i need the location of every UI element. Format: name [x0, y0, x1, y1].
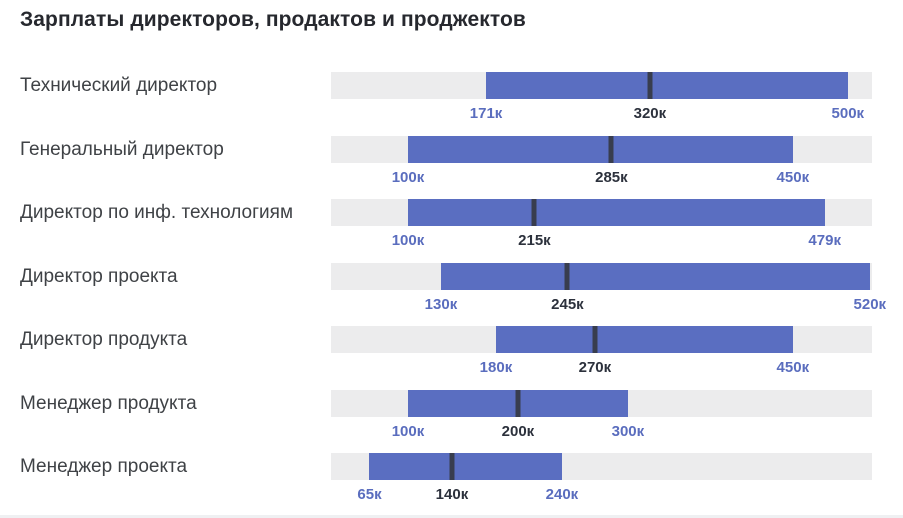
salary-range-bar — [407, 199, 825, 226]
bar-track: 180к 270к 450к — [331, 326, 872, 376]
chart-rows: Технический директор 171к 320к 500к Гене… — [0, 72, 903, 517]
salary-range-bar — [407, 135, 793, 163]
chart-title: Зарплаты директоров, продактов и проджек… — [20, 8, 526, 31]
bar-track: 130к 245к 520к — [331, 262, 886, 313]
bar-track: 100к 200к 300к — [331, 389, 872, 440]
salary-range-bar — [407, 389, 628, 417]
bar-track: 100к 285к 450к — [331, 135, 872, 186]
min-value-label: 65к — [357, 486, 382, 503]
min-value-label: 100к — [391, 168, 425, 186]
min-value-label: 180к — [479, 359, 513, 376]
bottom-edge-divider — [0, 515, 903, 518]
median-value-label: 320к — [633, 105, 667, 122]
salary-range-bar — [486, 72, 848, 99]
median-value-label: 270к — [578, 359, 612, 376]
chart-row: Директор продукта 180к 270к 450к — [0, 326, 903, 390]
salary-range-bar — [440, 262, 870, 290]
min-value-label: 100к — [391, 232, 425, 249]
median-marker — [592, 326, 598, 353]
max-value-label: 450к — [776, 359, 810, 376]
min-value-label: 171к — [469, 105, 503, 122]
median-marker — [515, 389, 521, 417]
median-value-label: 140к — [435, 486, 469, 503]
bar-track: 65к 140к 240к — [331, 453, 872, 503]
bar-track: 100к 215к 479к — [331, 199, 872, 249]
median-marker — [531, 199, 537, 226]
median-marker — [647, 72, 653, 99]
chart-row: Директор по инф. технологиям 100к 215к 4… — [0, 199, 903, 263]
max-value-label: 240к — [545, 486, 579, 503]
bar-track: 171к 320к 500к — [331, 72, 872, 122]
median-marker — [449, 453, 455, 480]
chart-row: Технический директор 171к 320к 500к — [0, 72, 903, 136]
row-label: Менеджер продукта — [20, 392, 197, 414]
median-marker — [564, 262, 570, 290]
salary-range-bar — [495, 326, 793, 353]
row-label: Технический директор — [20, 75, 218, 96]
max-value-label: 520к — [853, 295, 887, 313]
median-value-label: 200к — [501, 422, 535, 440]
row-label: Директор проекта — [20, 265, 178, 287]
chart-row: Директор проекта 130к 245к 520к — [0, 262, 903, 327]
row-label: Генеральный директор — [20, 138, 224, 160]
salary-range-bar — [369, 453, 562, 480]
max-value-label: 450к — [776, 168, 810, 186]
chart-row: Менеджер проекта 65к 140к 240к — [0, 453, 903, 517]
row-label: Менеджер проекта — [20, 456, 188, 477]
median-value-label: 215к — [518, 232, 551, 249]
min-value-label: 130к — [424, 295, 458, 313]
max-value-label: 479к — [808, 232, 841, 249]
chart-row: Генеральный директор 100к 285к 450к — [0, 135, 903, 200]
median-marker — [608, 135, 614, 163]
median-value-label: 245к — [551, 295, 584, 313]
min-value-label: 100к — [391, 422, 425, 440]
max-value-label: 300к — [611, 422, 645, 440]
median-value-label: 285к — [595, 168, 628, 186]
row-label: Директор по инф. технологиям — [20, 202, 294, 223]
row-label: Директор продукта — [20, 329, 188, 350]
chart-row: Менеджер продукта 100к 200к 300к — [0, 389, 903, 454]
max-value-label: 500к — [831, 105, 865, 122]
